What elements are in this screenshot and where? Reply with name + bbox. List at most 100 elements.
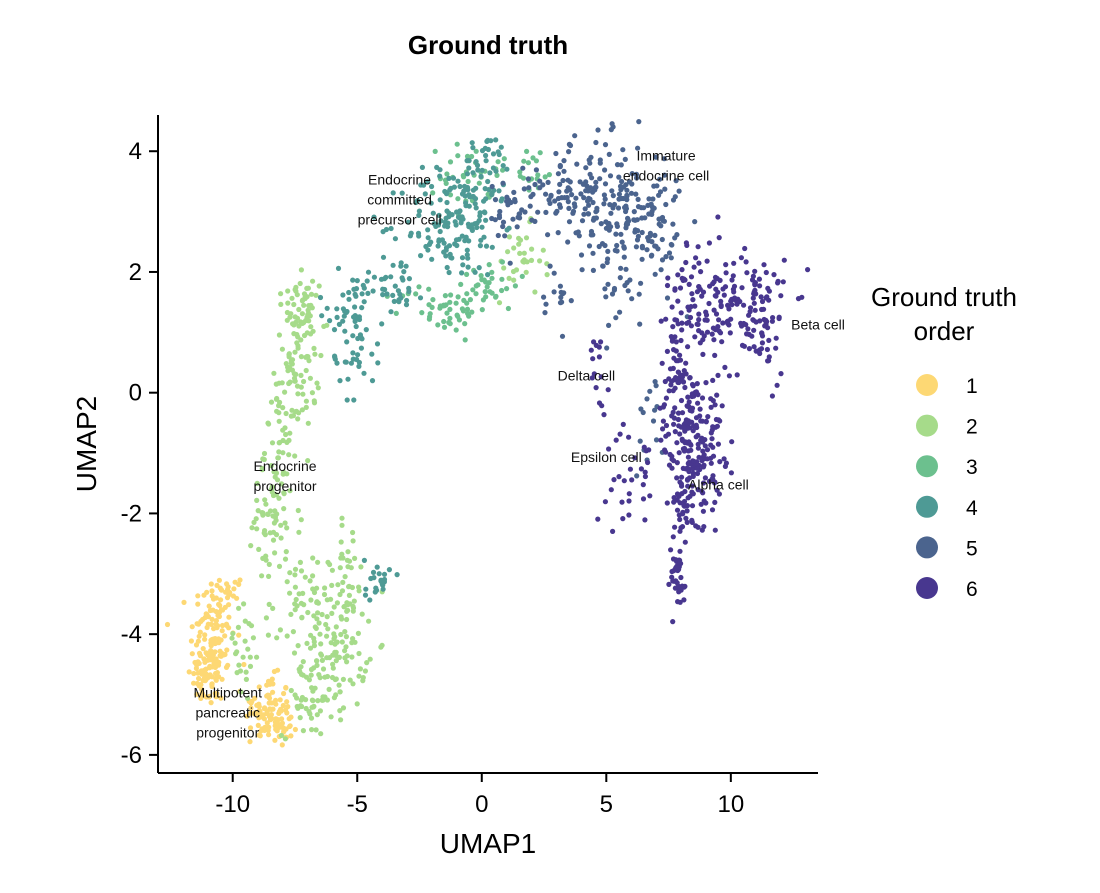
- scatter-point: [621, 254, 627, 260]
- scatter-point: [610, 193, 616, 199]
- scatter-point: [669, 304, 675, 310]
- scatter-point: [477, 213, 483, 219]
- scatter-point: [472, 201, 478, 207]
- scatter-point: [664, 500, 670, 506]
- scatter-point: [698, 269, 704, 275]
- scatter-point: [664, 282, 671, 289]
- scatter-point: [296, 306, 302, 313]
- scatter-point: [635, 196, 641, 202]
- scatter-point: [360, 282, 366, 288]
- scatter-point: [617, 275, 623, 281]
- scatter-point: [315, 385, 321, 391]
- scatter-point: [286, 716, 292, 722]
- scatter-point: [693, 415, 700, 421]
- scatter-point: [676, 450, 682, 456]
- scatter-point: [248, 705, 254, 711]
- scatter-point: [216, 601, 222, 608]
- scatter-point: [305, 609, 311, 616]
- scatter-point: [266, 724, 272, 730]
- scatter-point: [191, 680, 197, 686]
- scatter-point: [578, 191, 584, 197]
- scatter-point: [625, 288, 631, 294]
- scatter-point: [287, 430, 293, 436]
- scatter-point: [195, 593, 201, 599]
- scatter-point: [639, 229, 645, 236]
- scatter-point: [459, 233, 465, 239]
- annotation-1: Immature endocrine cell: [623, 147, 709, 183]
- scatter-point: [343, 359, 349, 365]
- scatter-point: [617, 431, 623, 437]
- scatter-point: [662, 378, 668, 385]
- scatter-point: [359, 291, 365, 297]
- scatter-point: [617, 309, 623, 315]
- scatter-point: [688, 274, 695, 280]
- scatter-point: [528, 257, 535, 263]
- scatter-point: [747, 309, 753, 315]
- scatter-point: [585, 211, 591, 217]
- scatter-point: [658, 216, 664, 222]
- scatter-point: [442, 293, 448, 299]
- scatter-point: [270, 537, 277, 543]
- scatter-point: [799, 294, 805, 300]
- scatter-point: [283, 685, 289, 691]
- scatter-point: [213, 640, 219, 646]
- scatter-point: [226, 614, 232, 620]
- scatter-point: [447, 159, 454, 165]
- scatter-point: [658, 437, 664, 443]
- scatter-point: [342, 328, 348, 334]
- scatter-point: [626, 491, 632, 497]
- scatter-point: [683, 360, 689, 366]
- scatter-point: [284, 633, 290, 639]
- scatter-point: [247, 663, 254, 670]
- scatter-point: [258, 714, 264, 720]
- scatter-point: [460, 262, 466, 268]
- scatter-point: [719, 403, 725, 409]
- scatter-point: [311, 665, 317, 671]
- scatter-point: [766, 337, 772, 343]
- scatter-point: [278, 732, 284, 739]
- scatter-point: [437, 173, 443, 179]
- scatter-point: [680, 379, 686, 385]
- scatter-point: [353, 293, 359, 299]
- scatter-point: [679, 327, 685, 333]
- scatter-point: [537, 150, 543, 156]
- scatter-point: [671, 495, 677, 501]
- scatter-point: [279, 346, 285, 352]
- scatter-point: [739, 342, 746, 348]
- scatter-point: [689, 381, 696, 388]
- scatter-point: [388, 274, 394, 280]
- scatter-point: [430, 190, 436, 196]
- scatter-point: [196, 633, 202, 639]
- scatter-point: [350, 277, 356, 283]
- scatter-point: [773, 335, 779, 341]
- scatter-point: [465, 187, 471, 193]
- scatter-point: [266, 561, 272, 568]
- scatter-point: [737, 298, 743, 305]
- scatter-point: [739, 285, 745, 291]
- scatter-point: [333, 624, 339, 630]
- scatter-point: [566, 149, 572, 155]
- scatter-point: [728, 298, 734, 304]
- scatter-point: [371, 575, 377, 581]
- scatter-point: [297, 280, 303, 287]
- scatter-point: [457, 208, 463, 214]
- scatter-point: [430, 210, 436, 216]
- scatter-point: [254, 480, 260, 486]
- scatter-point: [663, 422, 670, 429]
- scatter-point: [392, 236, 398, 242]
- scatter-point: [285, 300, 291, 306]
- scatter-point: [678, 574, 684, 581]
- scatter-point: [512, 283, 519, 289]
- scatter-point: [517, 250, 523, 256]
- scatter-point: [340, 579, 346, 586]
- scatter-point: [744, 270, 750, 276]
- scatter-point: [672, 405, 678, 411]
- scatter-point: [699, 395, 706, 401]
- scatter-point: [267, 706, 273, 712]
- scatter-point: [314, 712, 320, 718]
- scatter-point: [672, 286, 678, 292]
- scatter-point: [469, 227, 475, 233]
- scatter-point: [199, 686, 205, 692]
- scatter-point: [213, 618, 219, 624]
- scatter-point: [416, 212, 422, 218]
